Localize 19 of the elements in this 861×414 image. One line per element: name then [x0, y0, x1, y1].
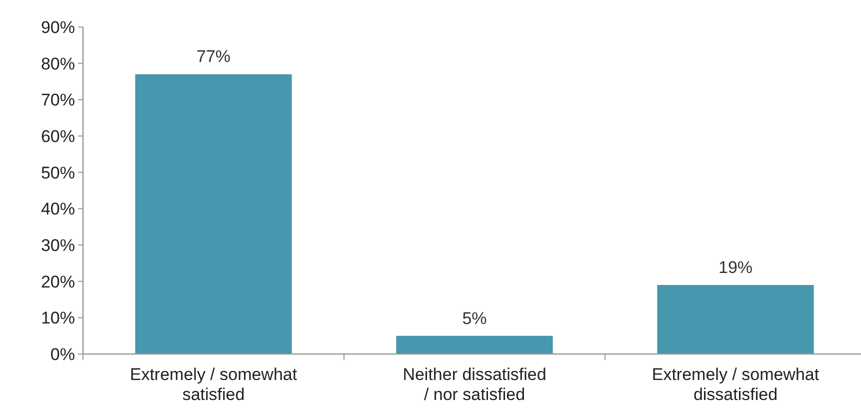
x-tick-label: Neither dissatisfied / nor satisfied — [402, 365, 546, 404]
y-tick-label: 60% — [40, 126, 75, 146]
y-tick-label: 10% — [40, 308, 75, 328]
x-tick-label: Extremely / somewhat satisfied — [130, 365, 298, 404]
y-tick-label: 0% — [50, 344, 75, 364]
data-label: 19% — [718, 258, 753, 277]
y-tick-label: 70% — [40, 90, 75, 110]
y-tick-label: 50% — [40, 163, 75, 182]
y-tick-label: 30% — [40, 236, 75, 255]
bar — [396, 336, 553, 354]
y-tick-label: 90% — [40, 18, 75, 37]
bar — [135, 74, 292, 354]
data-label: 5% — [462, 308, 487, 328]
bar — [657, 284, 814, 354]
y-tick-label: 20% — [40, 272, 75, 292]
y-tick-label: 40% — [40, 200, 75, 219]
y-tick-label: 80% — [40, 54, 75, 74]
data-label: 77% — [196, 47, 231, 66]
x-tick-label: Extremely / somewhat dissatisfied — [652, 365, 820, 404]
